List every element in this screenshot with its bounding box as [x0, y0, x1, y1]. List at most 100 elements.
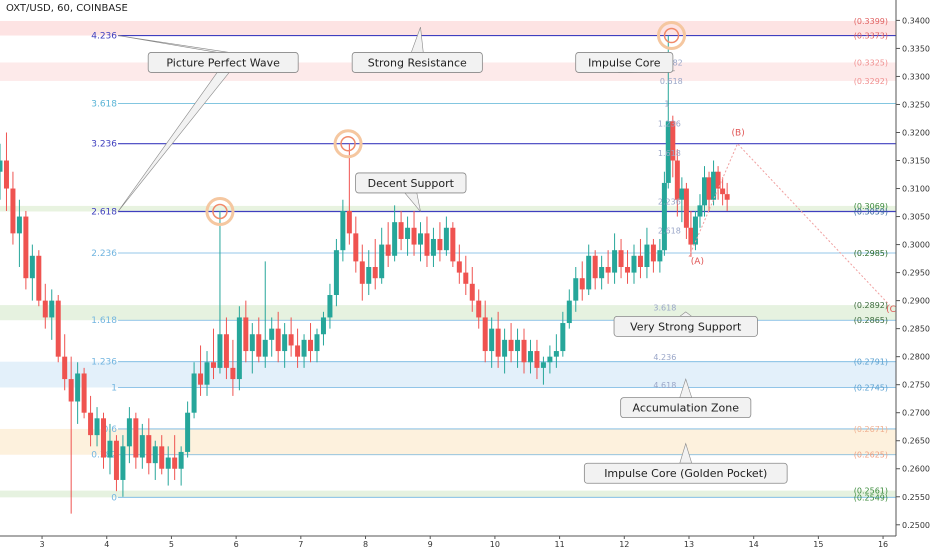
price-tick-label: 0.2950 — [902, 269, 930, 278]
candle-body — [113, 440, 119, 480]
candle-body — [657, 250, 663, 262]
base-zone — [0, 490, 896, 498]
price-tick-label: 0.3400 — [902, 16, 930, 25]
candle-body — [139, 435, 145, 458]
candle-body — [711, 171, 717, 200]
price-tick-label: 0.3050 — [902, 213, 930, 222]
time-tick-label: 3 — [40, 540, 45, 549]
candle-body — [269, 328, 275, 340]
annotation-box — [147, 52, 299, 73]
candle-body — [223, 334, 229, 368]
candle-body — [502, 339, 508, 357]
price-tick-label: 0.2700 — [902, 409, 930, 418]
wave-label: (B) — [732, 128, 745, 138]
price-level-label: (0.2671) — [854, 425, 888, 434]
candle-body — [398, 222, 404, 239]
candle-body — [489, 328, 495, 352]
candle-body — [62, 356, 68, 380]
candle-body — [359, 261, 365, 284]
candle-body — [198, 373, 204, 385]
candle-body — [16, 216, 22, 234]
price-tick-label: 0.3100 — [902, 185, 930, 194]
small-fib-label: 4.236 — [653, 353, 676, 362]
candle-body — [191, 373, 197, 413]
candle-body — [650, 244, 656, 262]
price-level-label: (0.2985) — [854, 249, 888, 258]
price-level-label: (0.3399) — [854, 17, 888, 26]
time-tick-label: 12 — [619, 540, 629, 549]
candle-body — [42, 300, 48, 318]
price-tick-label: 0.2500 — [902, 521, 930, 530]
highlight-circle-inner — [340, 135, 356, 152]
candle-body — [10, 188, 16, 234]
time-tick-label: 10 — [490, 540, 500, 549]
candle-body — [314, 334, 320, 352]
small-fib-label: 1 — [664, 99, 669, 108]
candle-body — [178, 451, 184, 469]
wave-label: (A) — [691, 257, 704, 267]
price-tick-label: 0.3300 — [902, 72, 930, 81]
price-tick-label: 0.2600 — [902, 465, 930, 474]
candle-body — [534, 351, 540, 368]
fib-label: 1.618 — [91, 316, 117, 326]
price-level-label: (0.3069) — [854, 202, 888, 211]
price-tick-label: 0.2750 — [902, 381, 930, 390]
time-tick-label: 6 — [234, 540, 239, 549]
annotation-box — [575, 52, 674, 73]
time-tick-label: 4 — [104, 540, 109, 549]
fib-label: 1 — [111, 383, 117, 393]
price-level-label: (0.2865) — [854, 316, 888, 325]
annotation-box — [583, 462, 788, 484]
candle-body — [249, 334, 255, 352]
candle-body — [456, 261, 462, 273]
price-tick-label: 0.2900 — [902, 297, 930, 306]
fib-label: 3.618 — [91, 99, 117, 109]
candle-body — [295, 345, 301, 357]
candle-body — [618, 250, 624, 267]
candle-body — [88, 412, 94, 436]
candle-body — [3, 160, 9, 189]
candle-body — [75, 373, 81, 402]
candle-body — [715, 171, 721, 189]
candle-body — [688, 227, 694, 245]
price-axis-bg — [896, 0, 932, 550]
candle-body — [159, 446, 165, 469]
candle-body — [702, 177, 708, 206]
time-tick-label: 13 — [684, 540, 694, 549]
candle-body — [262, 339, 268, 357]
candle-body — [392, 222, 398, 256]
small-fib-label: 0.618 — [660, 77, 683, 86]
fib-label: 2.618 — [91, 208, 117, 218]
very-strong-support-zone — [0, 305, 896, 321]
fib-label: 0 — [111, 493, 117, 503]
candle-body — [476, 300, 482, 318]
price-tick-label: 0.3250 — [902, 100, 930, 109]
candle-body — [165, 457, 171, 469]
candle-body — [327, 295, 333, 318]
candle-body — [482, 317, 488, 352]
candle-body — [172, 457, 178, 469]
decent-support-zone — [0, 205, 896, 212]
candle-body — [256, 334, 262, 357]
candle-body — [68, 379, 74, 402]
candle-body — [463, 272, 469, 284]
annotation-box — [613, 315, 758, 337]
candle-body — [573, 278, 579, 301]
fib-label: 1.236 — [91, 358, 117, 368]
candle-body — [560, 323, 566, 352]
candle-body — [724, 194, 730, 200]
candle-body — [637, 255, 643, 267]
candle-body — [631, 255, 637, 273]
strong-resistance-zone — [0, 20, 896, 36]
candle-body — [385, 244, 391, 256]
candle-body — [592, 255, 598, 279]
candle-body — [437, 238, 443, 251]
candle-body — [372, 266, 378, 279]
candle-body — [101, 418, 107, 458]
price-level-label: (0.2892) — [854, 301, 888, 310]
time-tick-label: 5 — [169, 540, 174, 549]
candle-body — [450, 227, 456, 262]
candle-body — [379, 244, 385, 279]
candle-body — [692, 216, 698, 245]
